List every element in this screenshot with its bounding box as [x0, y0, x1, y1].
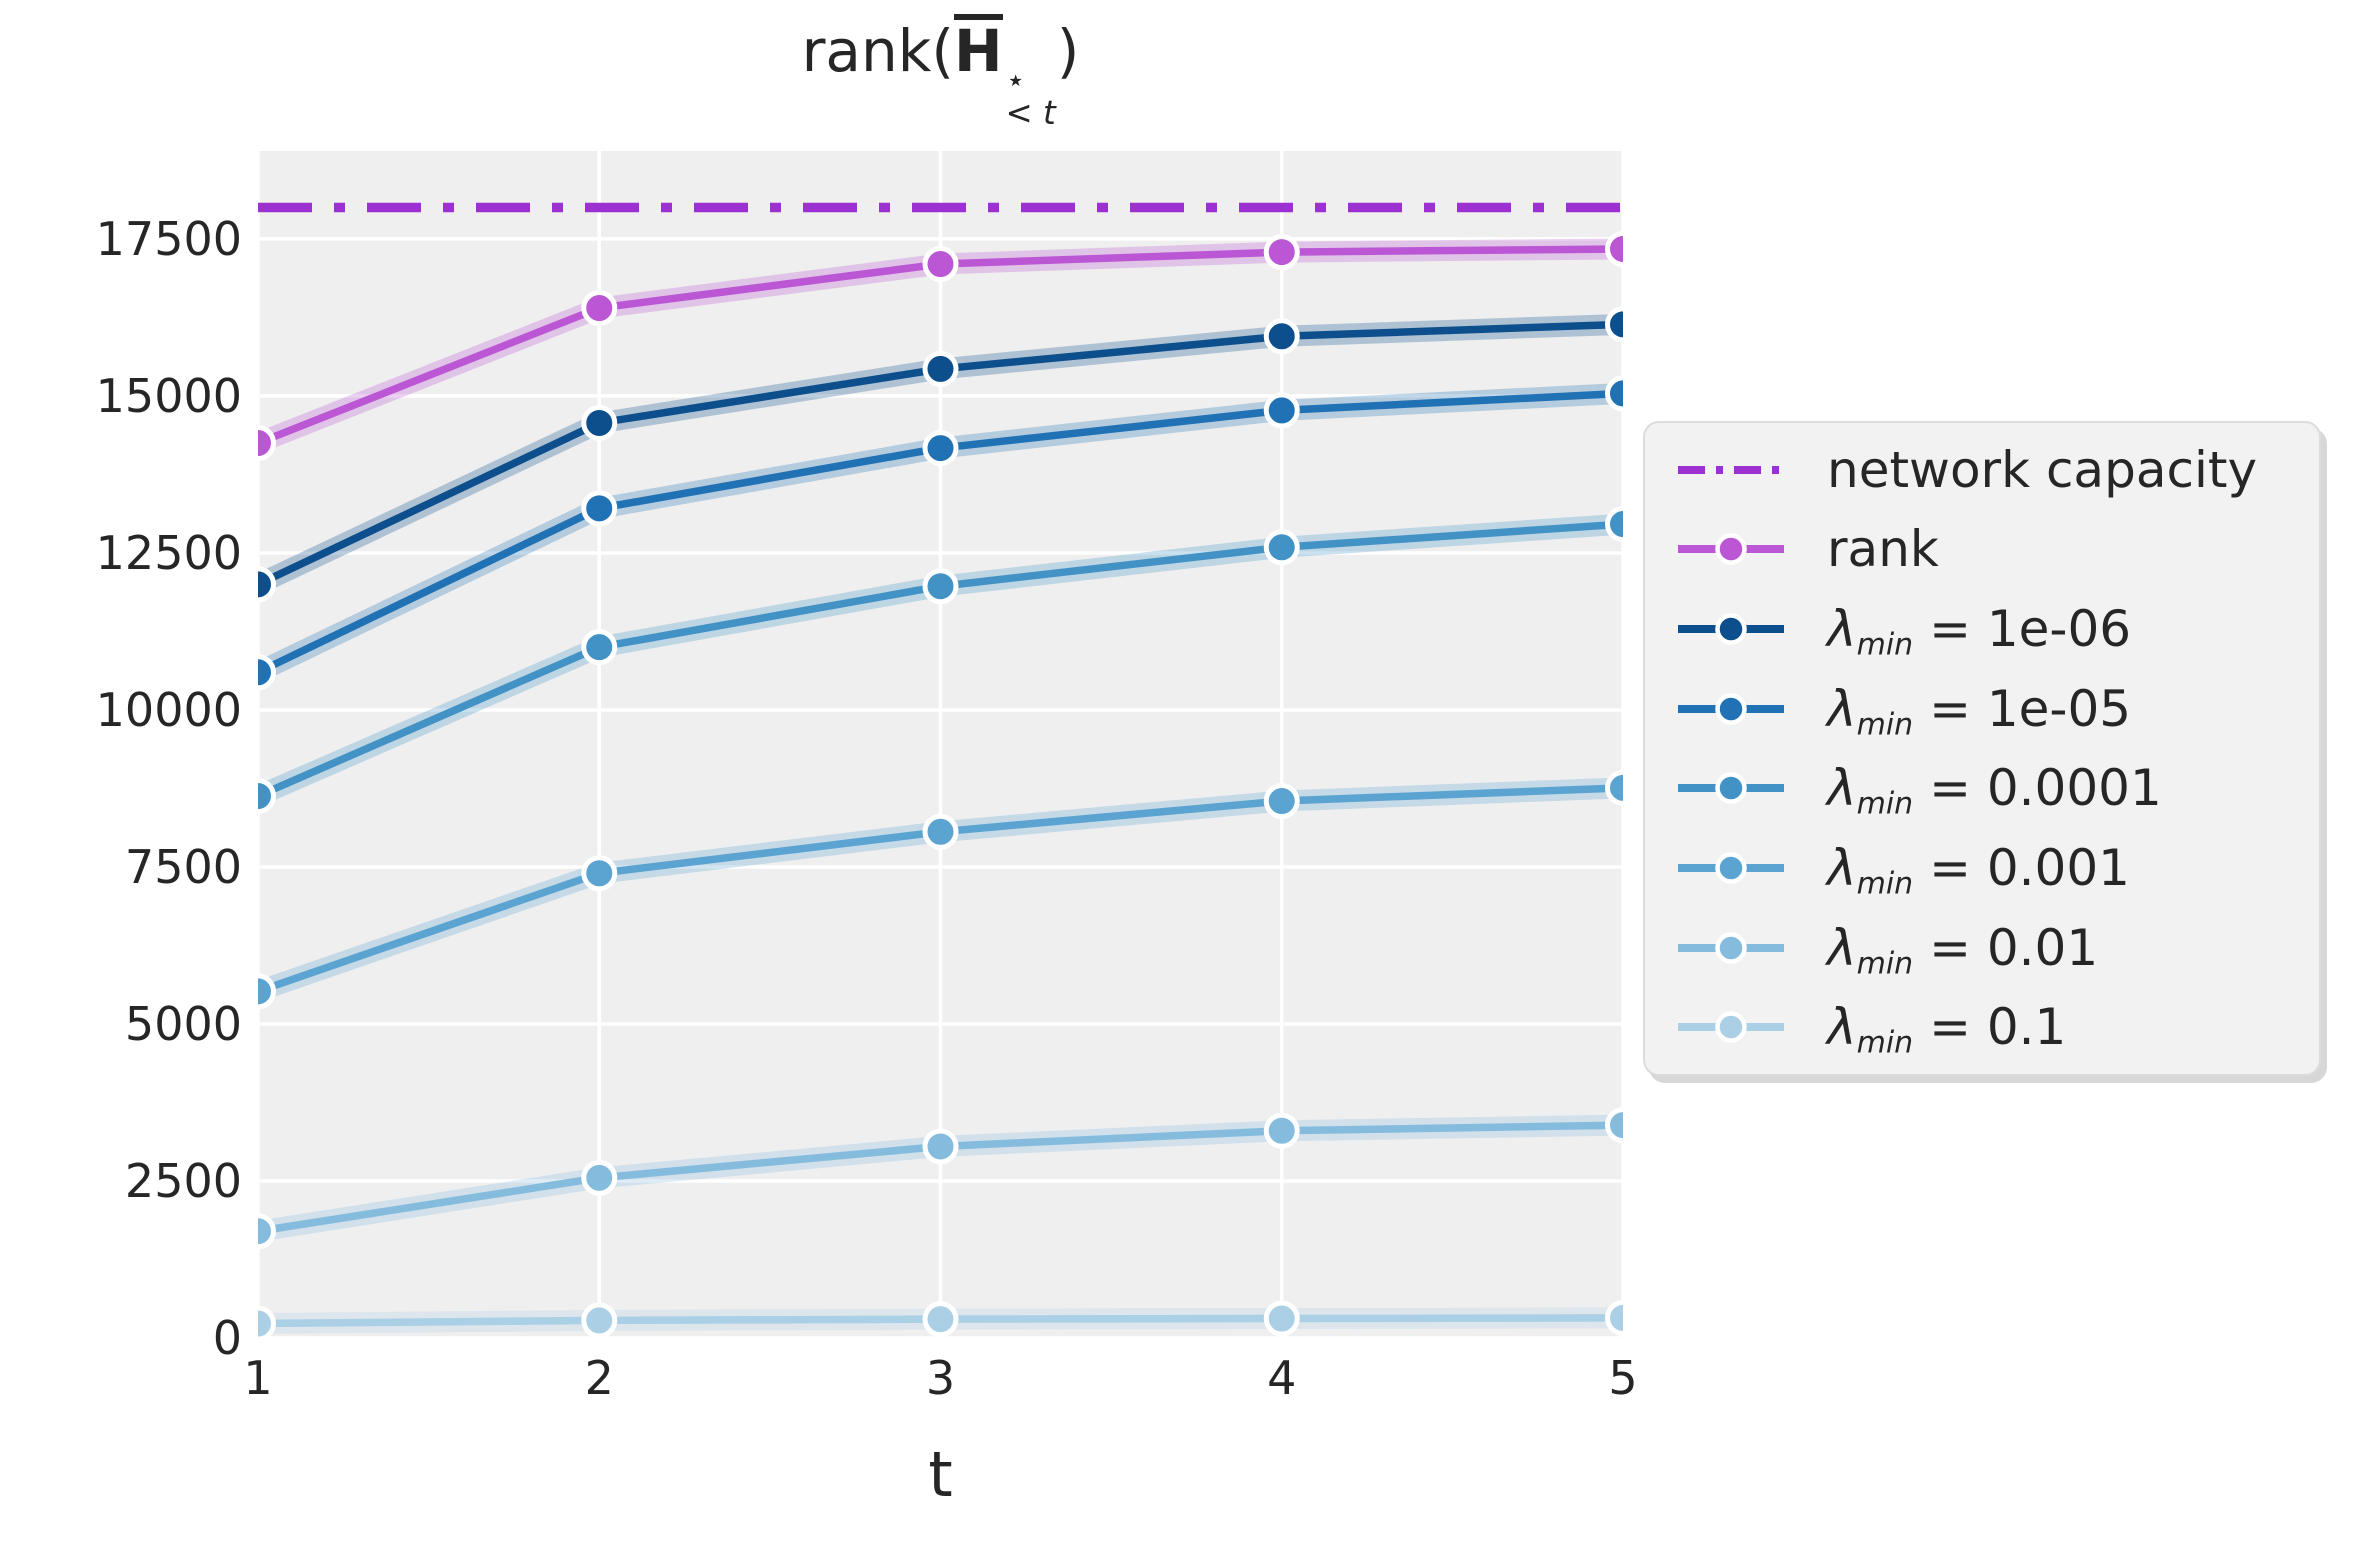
title-star: ⋆ [1005, 61, 1026, 100]
data-point-marker [922, 813, 959, 850]
data-point-marker [1605, 306, 1623, 343]
legend-label: λmin = 0.001 [1827, 838, 2130, 902]
title-matrix-H: H [953, 14, 1003, 82]
data-point-marker [258, 1305, 276, 1338]
legend-line-marker-icon [1678, 931, 1784, 964]
data-point-marker [581, 1302, 618, 1338]
legend-item-network-capacity: network capacity [1645, 431, 2319, 509]
data-point-marker [258, 425, 276, 462]
data-point-marker [1263, 318, 1300, 355]
legend-label: λmin = 1e-06 [1827, 599, 2132, 663]
chart-title: rank(H ⋆ < t) [258, 14, 1623, 130]
y-tick-label: 7500 [124, 839, 242, 894]
legend-item-lambda-1e-06: λmin = 1e-06 [1645, 590, 2319, 668]
data-point-marker [581, 490, 618, 527]
data-point-marker [1605, 769, 1623, 806]
legend-label: λmin = 0.01 [1827, 918, 2099, 981]
data-point-marker [1263, 234, 1300, 271]
data-point-marker [1605, 230, 1623, 267]
x-tick-label: 5 [1608, 1351, 1638, 1405]
data-point-marker [1263, 1300, 1300, 1337]
title-scripts: ⋆ < t [1005, 61, 1056, 133]
legend-line-marker-icon [1678, 533, 1784, 566]
data-point-marker [258, 1213, 276, 1250]
x-tick-label: 2 [584, 1351, 614, 1405]
y-tick-label: 17500 [95, 211, 242, 266]
legend-line-marker-icon [1678, 692, 1784, 725]
legend-line-marker-icon [1678, 772, 1784, 805]
x-tick-label: 3 [925, 1351, 956, 1405]
y-tick-label: 5000 [124, 996, 242, 1051]
data-point-marker [258, 973, 276, 1010]
data-point-marker [922, 568, 959, 605]
data-point-marker [1263, 529, 1300, 566]
y-tick-label: 10000 [95, 682, 242, 737]
data-point-marker [922, 1301, 959, 1338]
data-point-marker [1263, 783, 1300, 820]
legend-item-lambda-0.01: λmin = 0.01 [1645, 909, 2319, 987]
legend-line-marker-icon [1678, 613, 1784, 645]
title-prefix: rank( [801, 17, 954, 85]
legend-label: λmin = 0.1 [1827, 998, 2067, 1061]
title-suffix: ) [1056, 17, 1080, 85]
x-tick-label: 4 [1267, 1351, 1297, 1405]
data-point-marker [1605, 506, 1623, 543]
data-point-marker [581, 629, 618, 666]
legend-line-marker-icon [1678, 1011, 1784, 1043]
data-point-marker [922, 430, 959, 467]
x-axis-label: t [928, 1438, 953, 1511]
y-tick-label: 12500 [95, 525, 242, 580]
data-point-marker [581, 1159, 618, 1196]
data-point-marker [1605, 1107, 1623, 1144]
legend-label: λmin = 0.0001 [1827, 759, 2162, 822]
legend-item-rank: rank [1645, 510, 2319, 588]
data-point-marker [922, 1128, 959, 1165]
legend-item-lambda-0.0001: λmin = 0.0001 [1645, 749, 2319, 827]
data-point-marker [1263, 1112, 1300, 1149]
data-point-marker [1605, 375, 1623, 412]
title-subscript: < t [1005, 94, 1056, 133]
legend-item-lambda-0.1: λmin = 0.1 [1645, 988, 2319, 1066]
data-point-marker [922, 246, 959, 283]
data-point-marker [581, 404, 618, 441]
legend-item-lambda-0.001: λmin = 0.001 [1645, 829, 2319, 907]
data-point-marker [258, 778, 276, 814]
legend-item-lambda-1e-05: λmin = 1e-05 [1645, 670, 2319, 748]
y-tick-label: 2500 [124, 1153, 242, 1208]
data-point-marker [258, 566, 276, 603]
x-tick-label: 1 [243, 1351, 273, 1405]
data-point-marker [581, 855, 618, 892]
legend-label: λmin = 1e-05 [1827, 679, 2132, 743]
legend-label: network capacity [1827, 440, 2258, 499]
legend-line-marker-icon [1678, 852, 1784, 884]
y-tick-label: 0 [212, 1311, 242, 1365]
data-point-marker [922, 350, 959, 387]
legend-dashdot-line-icon [1678, 465, 1784, 474]
legend-label: rank [1827, 520, 1939, 579]
y-tick-label: 15000 [95, 368, 242, 423]
data-point-marker [581, 290, 618, 327]
legend: network capacity rank λmin = 1e-06 λmin … [1643, 421, 2321, 1076]
data-point-marker [1605, 1299, 1623, 1336]
data-point-marker [258, 654, 276, 691]
data-point-marker [1263, 392, 1300, 429]
